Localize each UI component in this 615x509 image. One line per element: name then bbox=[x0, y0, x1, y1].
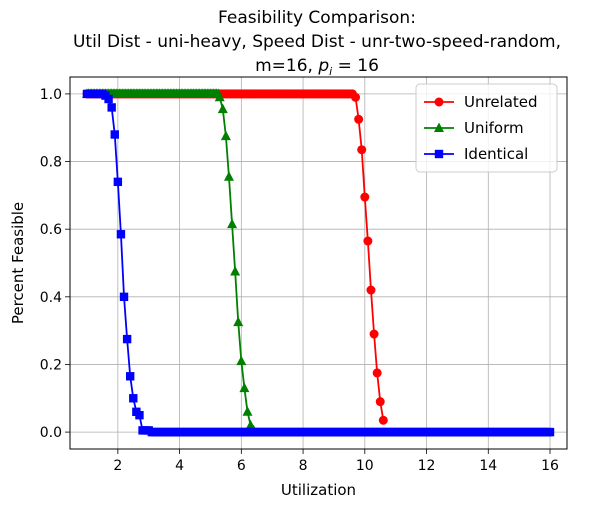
legend-label: Uniform bbox=[464, 119, 524, 137]
title-line-1: Feasibility Comparison: bbox=[218, 8, 416, 28]
axis-ticks: 2 4 6 8 10 12 14 16 0.0 0.2 0.4 0.6 0.8 1.0 bbox=[40, 87, 559, 474]
legend-marker bbox=[434, 122, 444, 132]
data-point-identical bbox=[135, 410, 144, 420]
data-point-unrelated bbox=[378, 415, 388, 425]
data-point-identical bbox=[110, 130, 119, 139]
data-point-uniform bbox=[217, 103, 228, 114]
x-tick-label: 16 bbox=[541, 458, 559, 474]
data-point-unrelated bbox=[363, 236, 373, 246]
y-tick-label: 0.0 bbox=[40, 425, 62, 441]
y-tick-label: 0.4 bbox=[40, 290, 62, 306]
title-line-3-prefix: m=16, bbox=[255, 56, 318, 76]
x-axis-label: Utilization bbox=[281, 481, 356, 499]
series-uniform bbox=[81, 88, 259, 435]
y-tick-label: 0.8 bbox=[40, 155, 62, 171]
data-point-unrelated bbox=[357, 145, 367, 155]
x-tick-label: 14 bbox=[479, 458, 497, 474]
data-point-unrelated bbox=[351, 92, 361, 102]
data-point-uniform bbox=[227, 218, 238, 229]
legend-box bbox=[415, 83, 558, 173]
series-identical bbox=[82, 89, 555, 437]
legend-item-uniform: Uniform bbox=[424, 119, 524, 137]
data-point-uniform bbox=[230, 265, 241, 276]
series-layer bbox=[81, 88, 555, 437]
title-line-3-subscript: i bbox=[329, 65, 332, 78]
data-point-unrelated bbox=[354, 114, 364, 124]
title-line-3: m=16, pi = 16 bbox=[255, 56, 379, 78]
legend: Unrelated Uniform Identical bbox=[415, 83, 558, 173]
data-point-identical bbox=[116, 230, 126, 239]
data-point-identical bbox=[122, 334, 132, 344]
x-tick-label: 8 bbox=[299, 458, 308, 474]
series-line-unrelated bbox=[86, 93, 385, 421]
data-point-identical bbox=[113, 177, 123, 187]
legend-marker bbox=[434, 149, 444, 159]
data-point-uniform bbox=[242, 406, 253, 416]
chart-title: Feasibility Comparison: Util Dist - uni-… bbox=[73, 8, 561, 78]
data-point-unrelated bbox=[375, 397, 385, 407]
x-tick-label: 4 bbox=[175, 458, 184, 474]
data-point-identical bbox=[107, 103, 116, 112]
data-point-identical bbox=[545, 427, 555, 437]
data-point-identical bbox=[104, 94, 113, 104]
legend-marker bbox=[434, 97, 444, 107]
data-point-uniform bbox=[223, 171, 234, 181]
data-point-identical bbox=[119, 292, 129, 302]
x-tick-label: 12 bbox=[418, 458, 436, 474]
data-point-identical bbox=[129, 394, 138, 403]
y-axis-label: Percent Feasible bbox=[9, 202, 27, 324]
x-tick-label: 2 bbox=[113, 458, 122, 474]
data-point-unrelated bbox=[369, 329, 379, 339]
data-point-unrelated bbox=[372, 368, 382, 378]
title-line-3-symbol: p bbox=[317, 56, 329, 76]
data-point-uniform bbox=[236, 355, 247, 366]
title-line-2: Util Dist - uni-heavy, Speed Dist - unr-… bbox=[73, 32, 561, 52]
y-tick-label: 0.2 bbox=[40, 357, 62, 373]
series-line-uniform bbox=[86, 93, 255, 431]
data-point-uniform bbox=[214, 91, 225, 102]
y-tick-label: 1.0 bbox=[40, 87, 62, 103]
legend-label: Unrelated bbox=[464, 93, 538, 111]
data-point-unrelated bbox=[366, 285, 376, 295]
legend-label: Identical bbox=[464, 145, 528, 163]
title-line-3-suffix: = 16 bbox=[332, 56, 379, 76]
data-point-identical bbox=[125, 372, 135, 381]
x-tick-label: 10 bbox=[356, 458, 374, 474]
legend-item-identical: Identical bbox=[424, 145, 528, 163]
x-tick-label: 6 bbox=[237, 458, 246, 474]
legend-item-unrelated: Unrelated bbox=[424, 93, 538, 111]
data-point-uniform bbox=[239, 382, 250, 393]
data-point-unrelated bbox=[360, 192, 370, 202]
y-tick-label: 0.6 bbox=[40, 222, 62, 238]
data-point-uniform bbox=[233, 316, 244, 327]
data-point-uniform bbox=[220, 130, 231, 141]
plot-frame bbox=[69, 76, 568, 450]
